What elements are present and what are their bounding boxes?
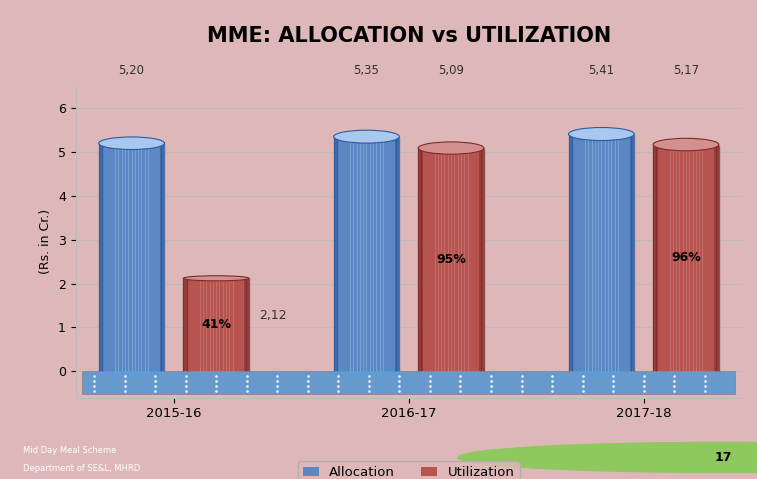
Text: 5,20: 5,20 [119, 64, 145, 77]
Bar [395, 137, 400, 371]
Text: 5,41: 5,41 [588, 64, 615, 77]
Y-axis label: (Rs. in Cr.): (Rs. in Cr.) [39, 209, 52, 274]
Legend: Allocation, Utilization: Allocation, Utilization [298, 461, 520, 479]
Text: 2,12: 2,12 [259, 309, 287, 322]
Bar [569, 134, 634, 371]
Text: 5,35: 5,35 [354, 64, 379, 77]
Text: 96%: 96% [671, 251, 701, 264]
Text: 5,17: 5,17 [673, 64, 699, 77]
Bar [418, 148, 422, 371]
Text: MME: ALLOCATION vs UTILIZATION: MME: ALLOCATION vs UTILIZATION [207, 26, 611, 46]
Bar [715, 145, 719, 371]
Ellipse shape [98, 137, 164, 149]
Text: Department of SE&L, MHRD: Department of SE&L, MHRD [23, 464, 140, 473]
Bar [334, 137, 400, 371]
Bar [160, 143, 164, 371]
Text: Mid Day Meal Scheme: Mid Day Meal Scheme [23, 446, 116, 456]
Bar [83, 371, 735, 394]
Bar [183, 278, 188, 371]
Text: 17: 17 [714, 451, 732, 464]
Bar [630, 134, 634, 371]
Bar [479, 148, 484, 371]
Ellipse shape [569, 127, 634, 140]
Ellipse shape [334, 130, 400, 143]
Bar [569, 134, 573, 371]
Ellipse shape [418, 142, 484, 154]
Text: 95%: 95% [436, 253, 466, 266]
Bar [653, 145, 719, 371]
Bar [245, 278, 249, 371]
Circle shape [458, 443, 757, 472]
Bar [418, 148, 484, 371]
Bar [98, 143, 164, 371]
Ellipse shape [183, 276, 249, 281]
Bar [98, 143, 103, 371]
Text: 41%: 41% [201, 318, 231, 331]
Bar [334, 137, 338, 371]
Ellipse shape [653, 138, 719, 151]
Bar [653, 145, 658, 371]
Text: 5,09: 5,09 [438, 64, 464, 77]
Bar [183, 278, 249, 371]
